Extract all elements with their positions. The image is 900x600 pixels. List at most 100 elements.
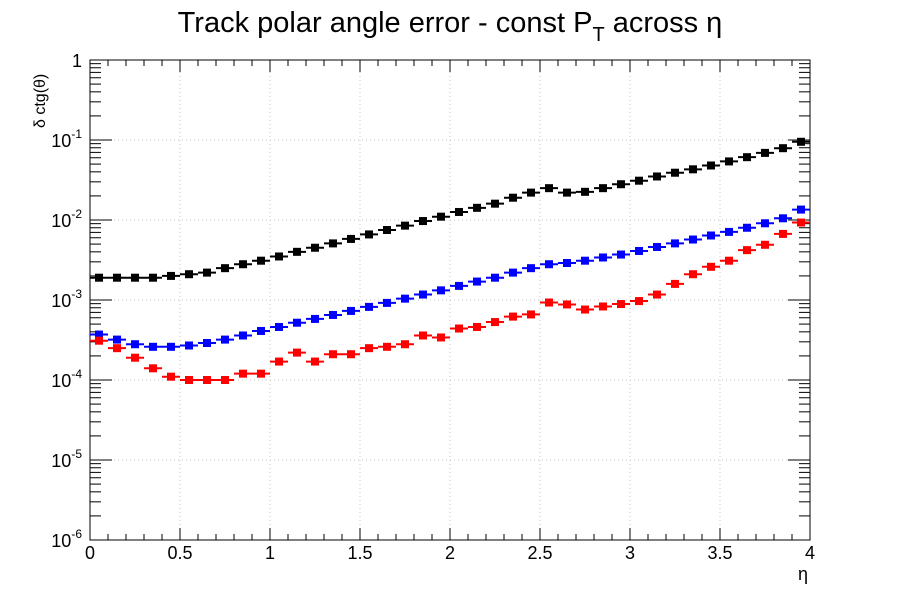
y-tick-base: 1 [72, 51, 82, 71]
data-point [167, 372, 175, 381]
title-suffix: across η [605, 7, 723, 39]
data-point [329, 350, 337, 359]
data-point [671, 239, 679, 248]
y-tick-base: 10 [51, 531, 71, 551]
data-point [347, 350, 355, 359]
data-point [185, 270, 193, 279]
y-tick-label: 10-1 [51, 127, 82, 151]
data-point [779, 214, 787, 223]
data-point [527, 264, 535, 273]
data-point [437, 333, 445, 342]
data-point [311, 357, 319, 366]
data-point [221, 335, 229, 344]
data-point [563, 300, 571, 309]
data-point [599, 302, 607, 311]
x-tick-label: 2 [445, 543, 455, 563]
data-marks [90, 137, 810, 384]
data-point [491, 273, 499, 282]
data-point [599, 253, 607, 262]
data-point [167, 342, 175, 351]
data-point [671, 279, 679, 288]
data-point [779, 229, 787, 238]
data-point [365, 230, 373, 239]
data-point [419, 331, 427, 340]
y-tick-exponent: -1 [71, 127, 82, 141]
data-point [113, 273, 121, 282]
grid-lines [90, 60, 810, 540]
data-point [275, 252, 283, 261]
y-tick-label: 1 [72, 51, 82, 71]
data-point [329, 310, 337, 319]
data-point [401, 221, 409, 230]
data-point [203, 268, 211, 277]
data-point [797, 218, 805, 227]
data-point [761, 219, 769, 228]
data-point [185, 341, 193, 350]
y-tick-base: 10 [51, 211, 71, 231]
data-point [167, 271, 175, 280]
x-tick-label: 4 [805, 543, 815, 563]
data-point [527, 188, 535, 197]
y-tick-exponent: -5 [71, 447, 82, 461]
data-point [707, 231, 715, 240]
data-point [311, 314, 319, 323]
y-tick-base: 10 [51, 451, 71, 471]
data-point [383, 342, 391, 351]
x-tick-label: 3.5 [707, 543, 732, 563]
series-1 [90, 205, 810, 351]
x-tick-label: 0 [85, 543, 95, 563]
data-point [401, 294, 409, 303]
data-point [149, 342, 157, 351]
data-point [653, 290, 661, 299]
data-point [473, 277, 481, 286]
data-point [527, 310, 535, 319]
data-point [509, 268, 517, 277]
data-point [779, 144, 787, 153]
data-point [113, 344, 121, 353]
data-point [293, 348, 301, 357]
y-tick-label: 10-3 [51, 287, 82, 311]
data-point [743, 246, 751, 255]
data-point [293, 247, 301, 256]
data-point [617, 300, 625, 309]
data-point [203, 376, 211, 384]
data-point [725, 256, 733, 265]
y-tick-base: 10 [51, 131, 71, 151]
data-point [581, 305, 589, 314]
data-point [257, 369, 265, 378]
title-subscript: T [592, 24, 604, 46]
data-point [671, 168, 679, 177]
tick-labels: 0 0.5 1 1.5 2 2.5 3 3.5 4110-110-210-310-410-510… [51, 51, 815, 563]
data-point [563, 259, 571, 268]
data-point [707, 161, 715, 170]
data-point [689, 235, 697, 244]
data-point [95, 330, 103, 339]
data-point [617, 180, 625, 189]
data-point [509, 193, 517, 202]
data-point [761, 240, 769, 249]
data-point [383, 298, 391, 307]
y-tick-exponent: -6 [71, 527, 82, 541]
data-point [419, 290, 427, 299]
data-point [365, 344, 373, 353]
series-0 [90, 137, 810, 282]
data-point [95, 336, 103, 345]
data-point [131, 340, 139, 349]
data-point [203, 339, 211, 348]
data-point [131, 353, 139, 362]
data-point [455, 324, 463, 333]
data-point [491, 318, 499, 327]
data-point [797, 205, 805, 214]
data-point [635, 176, 643, 185]
data-point [329, 239, 337, 248]
y-tick-base: 10 [51, 371, 71, 391]
y-tick-exponent: -2 [71, 207, 82, 221]
y-axis-label: δ ctg(θ) [32, 74, 49, 128]
data-point [257, 256, 265, 265]
data-point [545, 260, 553, 269]
data-point [437, 286, 445, 295]
y-tick-base: 10 [51, 291, 71, 311]
y-tick-label: 10-4 [51, 367, 82, 391]
data-point [239, 369, 247, 378]
data-point [689, 165, 697, 174]
